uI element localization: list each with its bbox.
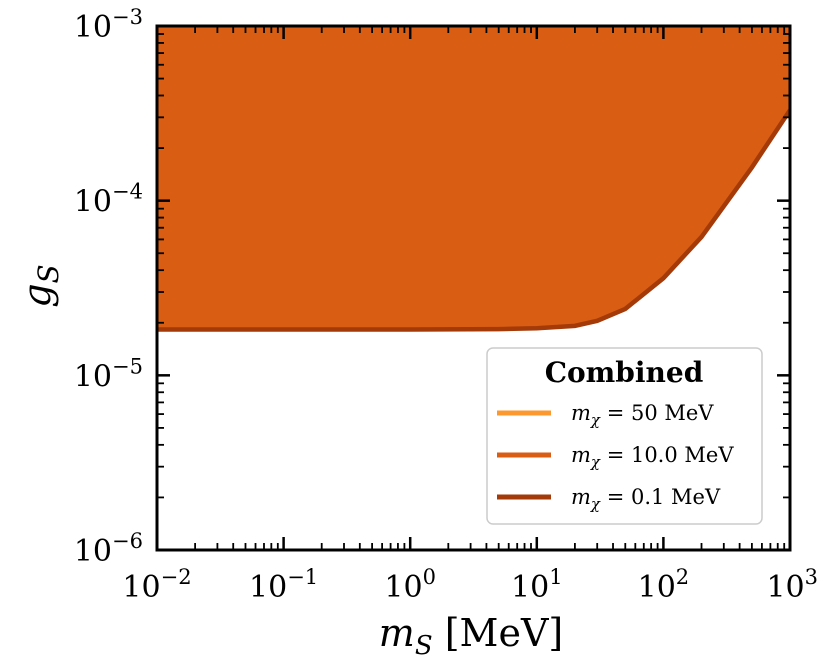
x-tick-label: 100	[384, 565, 436, 605]
legend-label-1-main: m	[571, 443, 591, 467]
y-axis-label-main: g	[15, 283, 59, 307]
legend-label-0-main: m	[571, 401, 591, 425]
legend-label-0-rest: = 50 MeV	[600, 401, 714, 425]
legend-box	[486, 347, 763, 525]
legend-label-2-main: m	[571, 485, 591, 509]
x-tick-label-exp: 1	[549, 565, 562, 589]
legend-label-1-rest: = 10.0 MeV	[600, 443, 734, 467]
x-tick-label: 102	[638, 565, 690, 605]
y-tick-label-exp: −5	[112, 354, 143, 378]
legend-label-2: mχ = 0.1 MeV	[571, 485, 721, 513]
y-tick-label-base: 10	[74, 10, 112, 45]
legend-label-2-rest: = 0.1 MeV	[600, 485, 721, 509]
legend-label-1-sub: χ	[590, 453, 601, 471]
series-fill-1	[157, 26, 790, 330]
x-tick-label-exp: 3	[805, 565, 818, 589]
x-tick-label: 10−1	[249, 565, 318, 605]
x-tick-label: 101	[511, 565, 563, 605]
x-tick-label-base: 10	[384, 570, 422, 605]
legend-label-1: mχ = 10.0 MeV	[571, 443, 734, 471]
y-tick-label-base: 10	[74, 534, 112, 569]
x-tick-label-exp: 0	[423, 565, 436, 589]
x-axis-label: mS [MeV]	[379, 611, 563, 661]
x-tick-label-exp: −1	[287, 565, 318, 589]
plot-frame	[155, 24, 792, 552]
y-tick-label-base: 10	[74, 359, 112, 394]
y-tick-label-exp: −4	[112, 180, 143, 204]
y-axis-label: gS	[15, 264, 65, 308]
x-axis-label-unit: [MeV]	[433, 611, 564, 655]
y-tick-label: 10−5	[74, 354, 143, 394]
y-tick-label: 10−3	[74, 5, 143, 45]
x-tick-label-base: 10	[638, 570, 676, 605]
x-axis-label-main: m	[379, 611, 415, 655]
legend: Combined mχ = 50 MeV mχ = 10.0 MeV mχ = …	[486, 347, 763, 525]
x-tick-label-base: 10	[766, 570, 804, 605]
y-tick-label-exp: −3	[112, 5, 143, 29]
y-axis-label-sub: S	[32, 264, 65, 283]
x-tick-label-base: 10	[122, 570, 160, 605]
y-tick-label: 10−4	[74, 180, 143, 220]
series-line-2	[157, 108, 790, 332]
x-axis-label-sub: S	[415, 631, 433, 661]
legend-label-2-sub: χ	[590, 495, 601, 513]
x-tick-label: 10−2	[122, 565, 191, 605]
x-tick-label-exp: 2	[676, 565, 689, 589]
legend-label-0-sub: χ	[590, 411, 601, 429]
y-tick-label: 10−6	[74, 529, 143, 569]
legend-title: Combined	[545, 356, 704, 389]
x-tick-label-exp: −2	[161, 565, 192, 589]
series-layer	[157, 26, 790, 332]
y-tick-label-base: 10	[74, 185, 112, 220]
legend-label-0: mχ = 50 MeV	[571, 401, 714, 429]
x-tick-label: 103	[766, 565, 818, 605]
x-tick-label-base: 10	[249, 570, 287, 605]
y-tick-label-exp: −6	[112, 529, 143, 553]
x-tick-label-base: 10	[511, 570, 549, 605]
